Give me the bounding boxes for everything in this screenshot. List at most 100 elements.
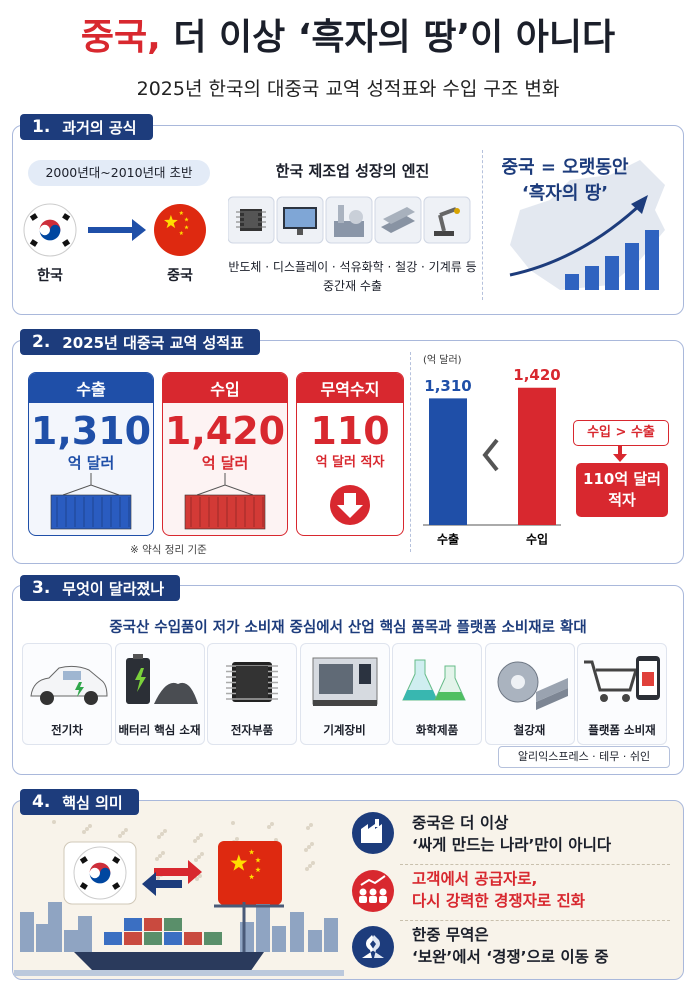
- bar: [518, 387, 556, 525]
- map-dot: [163, 829, 167, 833]
- section-tab: 3. 무엇이 달라졌나: [20, 575, 181, 601]
- section-title: 무엇이 달라졌나: [62, 579, 165, 598]
- container: [144, 918, 162, 931]
- item-card: 철강재: [484, 643, 575, 745]
- map-dot: [118, 834, 122, 838]
- container-icon: [50, 473, 132, 530]
- section-title: 과거의 공식: [62, 118, 137, 137]
- item-card: 화학제품: [392, 643, 482, 745]
- map-dot: [155, 857, 159, 861]
- rect: [285, 209, 315, 227]
- claim-line: 중국 = 오랫동안: [501, 157, 629, 178]
- rect: [63, 671, 81, 680]
- rect: [244, 213, 258, 227]
- map-dot: [195, 877, 199, 881]
- path: [584, 660, 639, 692]
- trigram: [62, 239, 71, 247]
- point-line: ‘싸게 만드는 나라’만이 아니다: [412, 836, 612, 854]
- trigram: [29, 213, 38, 221]
- lead: 중국산 수입품이 저가 소비재 중심에서 산업 핵심 품목과 플랫폼 소비재로 …: [109, 620, 587, 636]
- trade-illustration: [14, 820, 344, 976]
- map-dot: [270, 822, 274, 826]
- arrow-right: [154, 860, 202, 884]
- engine-items: 반도체 · 디스플레이 · 석유화학 · 철강 · 기계류 등: [228, 260, 477, 274]
- rect: [184, 494, 266, 530]
- card-value: 1,310: [30, 409, 152, 453]
- star: [248, 874, 255, 880]
- trend-line: [509, 203, 642, 277]
- star: [179, 230, 184, 235]
- point: 고객에서 공급자로, 다시 강력한 경쟁자로 진화: [412, 868, 585, 912]
- item-label: 철강재: [513, 723, 546, 737]
- card-value: 110: [310, 409, 390, 453]
- section-number: 2.: [32, 332, 51, 352]
- map-dot: [310, 842, 314, 846]
- building: [64, 930, 78, 952]
- path: [134, 668, 146, 692]
- water: [14, 970, 344, 976]
- map-dot: [124, 828, 128, 832]
- map-dot: [198, 874, 202, 878]
- person: [379, 888, 387, 896]
- map-dot: [121, 831, 125, 835]
- title-rest: 더 이상 ‘흑자의 땅’이 아니다: [173, 17, 616, 58]
- building: [256, 904, 270, 952]
- circle: [454, 208, 460, 214]
- platforms: 알리익스프레스 · 테무 · 쉬인: [498, 746, 670, 768]
- point-line: 다시 강력한 경쟁자로 진화: [412, 892, 586, 910]
- container: [144, 932, 162, 945]
- separator: [400, 864, 670, 865]
- card-unit: 억 달러: [67, 454, 115, 472]
- separator: [400, 920, 670, 921]
- icon: [228, 196, 275, 244]
- section-tab: 1. 과거의 공식: [20, 114, 153, 140]
- item-card: 전기차: [22, 643, 112, 745]
- map-dot: [194, 858, 198, 862]
- item-icon: [402, 659, 466, 701]
- section-tab: 2. 2025년 대중국 교역 성적표: [20, 329, 260, 355]
- less-than-sign: [482, 438, 499, 472]
- star: [248, 849, 255, 855]
- container: [204, 932, 222, 945]
- factory: [361, 824, 382, 843]
- rect: [132, 654, 143, 659]
- rect: [312, 700, 377, 706]
- building: [324, 918, 338, 952]
- down-arrow-icon: [330, 485, 370, 525]
- circle: [40, 691, 54, 705]
- point-icons: [352, 812, 394, 968]
- map-dot: [157, 835, 161, 839]
- path: [153, 682, 198, 704]
- building: [240, 922, 254, 952]
- icon: [125, 654, 198, 704]
- bar: [625, 243, 639, 290]
- trigram: [79, 856, 88, 864]
- point-line: 한중 무역은: [412, 926, 489, 944]
- arrow: [88, 219, 146, 241]
- period-pill: 2000년대~2010년대 초반: [28, 160, 210, 186]
- point-line: 고객에서 공급자로,: [412, 870, 538, 888]
- point: 한중 무역은 ‘보완’에서 ‘경쟁’으로 이동 중: [412, 924, 609, 968]
- icon: [584, 656, 660, 702]
- section-tab: 4. 핵심 의미: [20, 789, 139, 815]
- map-dot: [304, 848, 308, 852]
- circle: [84, 691, 98, 705]
- polyline: [196, 484, 254, 496]
- chimney: [375, 819, 379, 827]
- card-unit: 억 달러: [201, 454, 249, 472]
- section-number: 3.: [32, 578, 51, 598]
- from-label: 한국: [37, 268, 63, 284]
- title: 중국, 더 이상 ‘흑자의 땅’이 아니다: [0, 14, 696, 62]
- polyline: [62, 484, 120, 496]
- map-dot: [196, 836, 200, 840]
- rect: [358, 664, 371, 684]
- item-icon: [584, 656, 660, 702]
- item-card: 플랫폼 소비재: [577, 643, 667, 745]
- item-card: 전자부품: [207, 643, 297, 745]
- item-icon: [226, 662, 278, 702]
- map-dot: [156, 876, 160, 880]
- line: [439, 207, 457, 217]
- unit-label: (억 달러): [423, 354, 462, 366]
- compare-pill: 수입 > 수출: [573, 420, 669, 446]
